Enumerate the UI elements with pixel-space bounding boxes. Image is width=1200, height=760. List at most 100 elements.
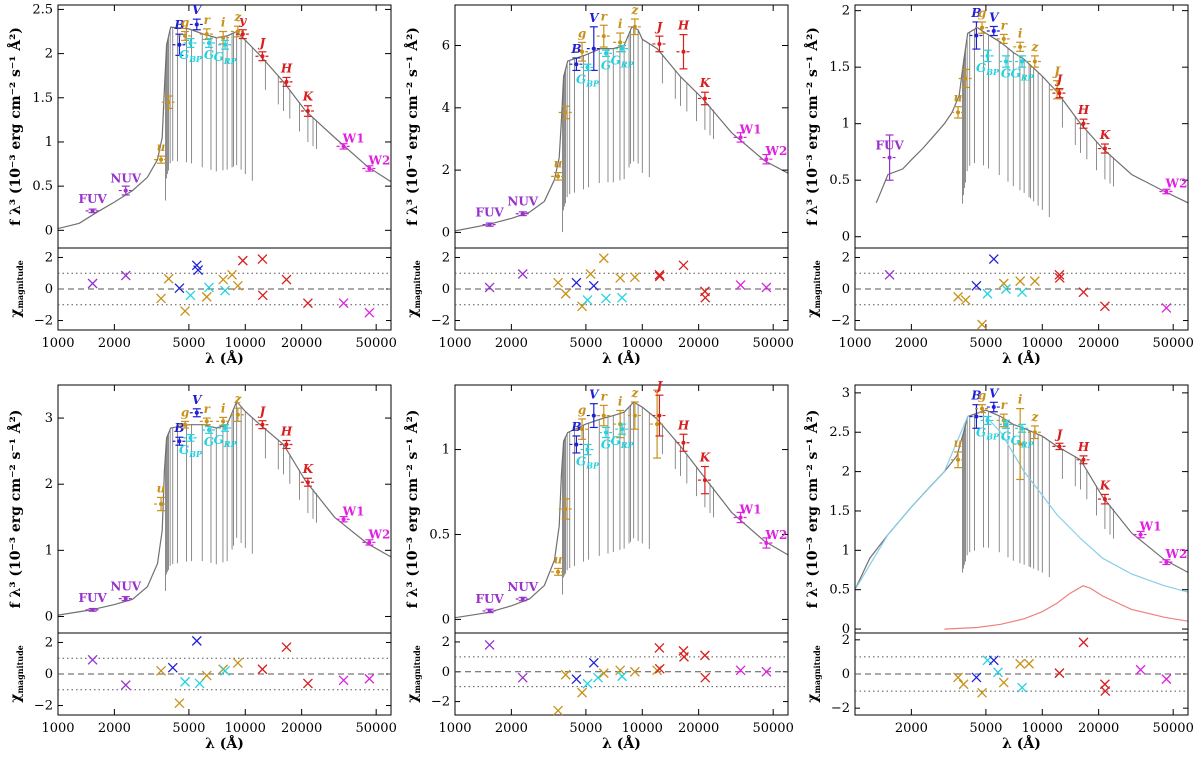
data-marker [305, 109, 310, 114]
x-axis-label: λ (Å) [205, 734, 244, 752]
data-point: NUV [110, 172, 142, 196]
residual-cross [617, 671, 628, 682]
x-tick-label: 50000 [752, 336, 793, 351]
data-point: B [569, 42, 584, 72]
residual-cross [220, 285, 231, 296]
data-point: J [1052, 427, 1067, 451]
band-label: V [192, 3, 203, 17]
y-tick-label: 4 [442, 101, 450, 116]
data-marker [206, 40, 211, 45]
residual-marker [1015, 658, 1026, 669]
data-point: GRP [214, 424, 238, 449]
residual-marker [678, 260, 689, 271]
data-marker [260, 54, 265, 59]
residual-marker [982, 288, 993, 299]
residual-cross [1078, 637, 1089, 648]
residual-cross [185, 290, 196, 301]
data-point: V [986, 10, 1001, 37]
band-label: H [1077, 440, 1090, 454]
data-point: i [1013, 393, 1028, 481]
residual-marker [1054, 668, 1065, 679]
residual-cross [735, 280, 746, 291]
panel-top-left: 0 0.5 1 1.5 2 2.5 f λ³ (10⁻³ erg cm⁻² s⁻¹ Å²) −… [6, 2, 397, 367]
data-marker [956, 110, 961, 115]
data-point: i [613, 394, 628, 439]
residual-cross [977, 319, 988, 330]
x-tick-label: 10000 [1022, 336, 1063, 351]
residual-marker [577, 687, 588, 698]
residual-cross [338, 298, 349, 309]
x-tick-label: 50000 [355, 336, 396, 351]
chi-tick-label: −2 [431, 314, 450, 329]
data-point: G [201, 37, 216, 62]
x-axis-label: λ (Å) [1002, 734, 1041, 752]
residual-marker [1099, 301, 1110, 312]
data-marker [487, 222, 492, 227]
data-marker [188, 40, 193, 45]
data-point: J [255, 405, 270, 430]
band-label: W2 [367, 153, 390, 167]
residual-cross [629, 272, 640, 283]
data-point [650, 389, 665, 459]
data-point: K [300, 90, 315, 117]
data-point: g [575, 26, 590, 62]
y-tick-label: 0 [45, 223, 53, 238]
residual-marker [629, 666, 640, 677]
band-label: g [978, 6, 986, 20]
residual-marker [87, 278, 98, 289]
data-marker [956, 457, 961, 462]
data-point: g [975, 389, 990, 414]
residual-marker [180, 306, 191, 317]
band-label: FUV [78, 591, 107, 605]
residual-cross [517, 269, 528, 279]
data-marker [601, 413, 606, 418]
data-marker [1020, 59, 1025, 64]
residual-cross [1001, 284, 1011, 294]
band-label: G [1001, 67, 1011, 81]
residual-marker [654, 663, 665, 674]
data-point: NUV [110, 580, 142, 602]
residual-marker [257, 664, 268, 675]
band-label: W1 [1139, 520, 1162, 534]
model-spectrum [455, 25, 788, 233]
data-marker [1164, 560, 1169, 565]
residual-marker [953, 672, 964, 683]
data-marker [585, 447, 590, 452]
data-marker [980, 25, 985, 30]
data-marker [655, 422, 660, 427]
residual-marker [484, 639, 495, 650]
band-label: B [173, 421, 184, 435]
data-point: GBP [576, 63, 600, 88]
panel-top-middle: 0 2 4 6 f λ³ (10⁻⁴ erg cm⁻² s⁻¹ Å²) −2 0 2 χmagn… [403, 3, 794, 367]
residual-cross [220, 665, 231, 676]
band-label: r [1001, 18, 1009, 32]
residual-cross [571, 674, 582, 685]
residual-cross [958, 679, 969, 690]
y-axis-label: f λ³ (10⁻³ erg cm⁻² s⁻¹ Å²) [6, 27, 24, 226]
x-tick-label: 1000 [438, 336, 471, 351]
residual-marker [220, 665, 231, 676]
x-tick-label: 2000 [98, 336, 131, 351]
data-marker [194, 410, 199, 415]
residual-marker [958, 679, 969, 690]
x-axis-label: λ (Å) [1002, 349, 1041, 367]
y-axis-label: f λ³ (10⁻³ erg cm⁻² s⁻¹ Å²) [403, 410, 421, 609]
data-marker [90, 208, 95, 213]
residual-cross [1099, 301, 1110, 312]
data-marker [632, 24, 637, 29]
y-tick-label: 2.5 [32, 2, 53, 17]
band-label: FUV [875, 139, 904, 153]
residual-cross [1135, 664, 1146, 675]
chi-axis-label: χmagnitude [805, 260, 822, 318]
data-point: z [627, 386, 642, 430]
data-point: u [154, 481, 169, 512]
y-tick-label: 6 [442, 39, 450, 54]
residual-marker [1017, 682, 1028, 693]
x-tick-label: 50000 [355, 721, 396, 736]
residual-marker [281, 642, 292, 653]
residual-marker [201, 670, 212, 681]
data-marker [556, 174, 561, 179]
data-marker [591, 46, 596, 51]
data-marker [221, 35, 226, 40]
data-marker [367, 540, 372, 545]
